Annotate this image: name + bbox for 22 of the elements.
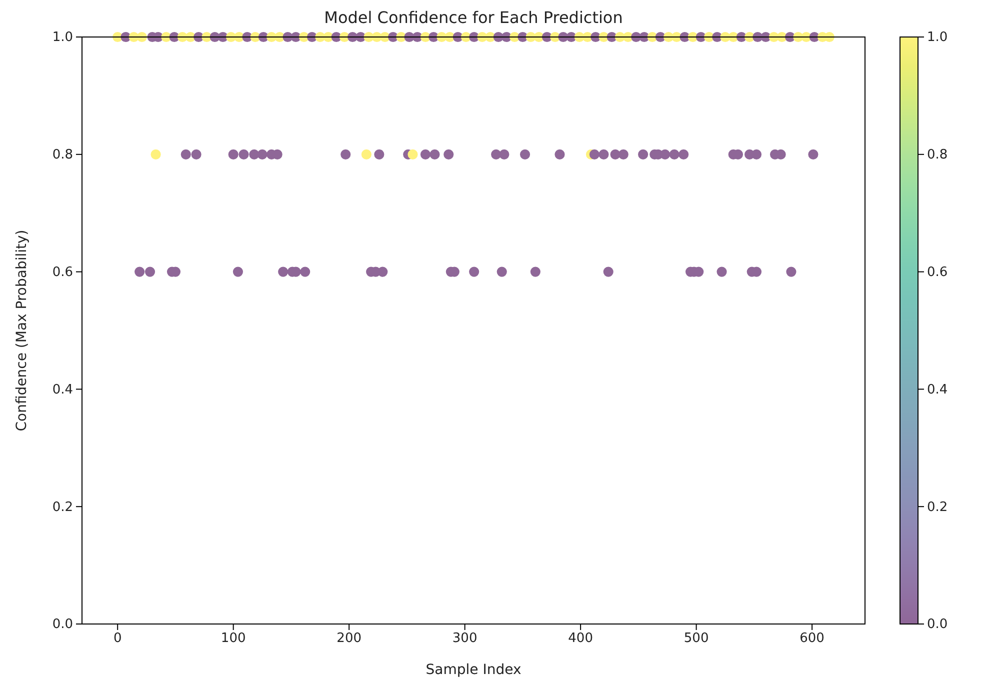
color-bar-label: 1.0	[927, 30, 948, 46]
color-bar-label: 0.6	[927, 264, 948, 280]
x-tick-label: 600	[800, 631, 824, 646]
x-tick-label: 100	[220, 631, 246, 646]
y-tick-label: 0.0	[52, 617, 73, 632]
x-tick-label: 200	[336, 631, 362, 646]
chart-title: Model Confidence for Each Prediction	[324, 8, 623, 27]
color-bar-label: 0.4	[927, 382, 948, 398]
y-tick-label: 0.2	[52, 500, 73, 515]
x-tick-label: 400	[568, 631, 593, 646]
x-tick-label: 500	[684, 631, 709, 646]
y-tick-label: 0.4	[52, 382, 73, 398]
y-tick-label: 0.8	[52, 148, 73, 163]
y-tick-label: 0.6	[52, 264, 73, 280]
y-axis-title: Confidence (Max Probability)	[14, 230, 30, 432]
x-tick-label: 0	[113, 631, 122, 646]
color-bar-label: 0.0	[927, 617, 948, 632]
x-tick-label: 300	[452, 631, 478, 646]
color-bar-label: 0.8	[927, 148, 948, 163]
color-bar-label: 0.2	[927, 500, 948, 515]
x-axis-title: Sample Index	[426, 662, 522, 678]
y-tick-label: 1.0	[52, 30, 73, 46]
